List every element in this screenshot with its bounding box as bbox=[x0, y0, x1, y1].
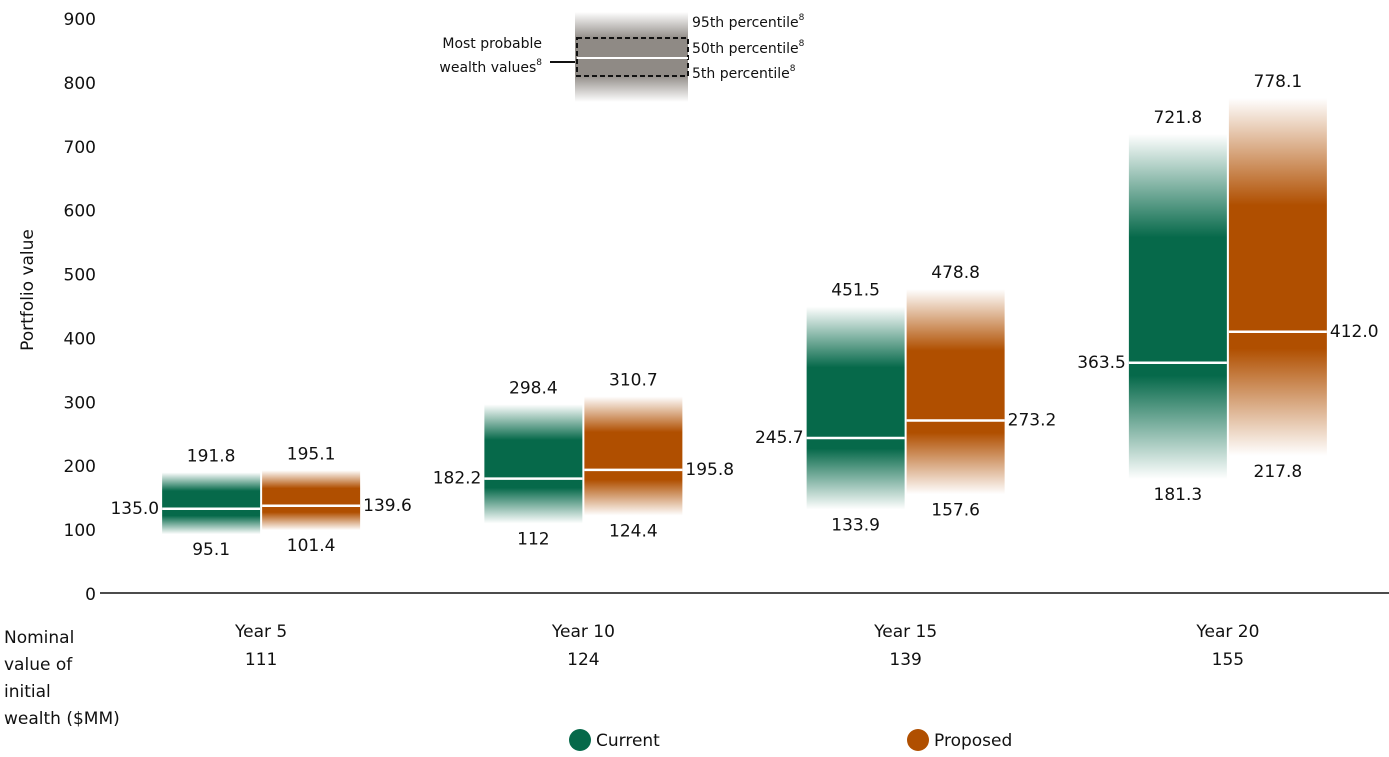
x-tick-sublabel: 124 bbox=[567, 650, 599, 670]
legend-swatch bbox=[907, 729, 929, 751]
percentile-range bbox=[1128, 133, 1227, 480]
high-label: 191.8 bbox=[187, 446, 236, 466]
footnote: 8 bbox=[799, 39, 805, 49]
percentile-range bbox=[484, 404, 583, 524]
x-row-label: Nominal bbox=[4, 628, 74, 648]
key-high-label: 95th percentile8 bbox=[692, 13, 805, 32]
key-low-label: 5th percentile8 bbox=[692, 64, 796, 83]
percentile-range bbox=[262, 470, 361, 531]
median-label: 363.5 bbox=[1077, 353, 1126, 373]
high-label: 778.1 bbox=[1254, 72, 1303, 92]
y-tick-label: 500 bbox=[64, 266, 96, 286]
footnote: 8 bbox=[790, 64, 796, 74]
median-label: 135.0 bbox=[110, 499, 159, 519]
median-label: 273.2 bbox=[1008, 410, 1057, 430]
percentile-range bbox=[1228, 97, 1327, 456]
median-label: 195.8 bbox=[685, 460, 734, 480]
y-tick-label: 100 bbox=[64, 521, 96, 541]
percentile-range bbox=[584, 396, 683, 516]
x-row-label: value of bbox=[4, 655, 73, 675]
key-range-label: Most probable bbox=[442, 36, 542, 52]
x-tick-label: Year 20 bbox=[1195, 622, 1259, 642]
key-text: wealth values bbox=[439, 60, 536, 76]
median-label: 412.0 bbox=[1330, 322, 1379, 342]
key-text: 95th percentile bbox=[692, 15, 799, 31]
low-label: 133.9 bbox=[831, 515, 880, 535]
percentile-range bbox=[906, 289, 1005, 495]
low-label: 181.3 bbox=[1154, 485, 1203, 505]
low-label: 95.1 bbox=[192, 540, 230, 560]
x-tick-label: Year 10 bbox=[551, 622, 615, 642]
low-label: 217.8 bbox=[1254, 462, 1303, 482]
x-tick-sublabel: 111 bbox=[245, 650, 277, 670]
y-tick-label: 300 bbox=[64, 393, 96, 413]
median-label: 139.6 bbox=[363, 496, 412, 516]
key-mid-label: 50th percentile8 bbox=[692, 39, 805, 58]
key-text: 50th percentile bbox=[692, 41, 799, 57]
footnote: 8 bbox=[799, 13, 805, 23]
low-label: 101.4 bbox=[287, 536, 336, 556]
y-tick-label: 200 bbox=[64, 457, 96, 477]
legend-label: Proposed bbox=[934, 731, 1012, 751]
high-label: 298.4 bbox=[509, 378, 558, 398]
percentile-range bbox=[806, 306, 905, 510]
y-tick-label: 700 bbox=[64, 138, 96, 158]
y-tick-label: 400 bbox=[64, 329, 96, 349]
y-tick-label: 900 bbox=[64, 10, 96, 30]
low-label: 157.6 bbox=[931, 500, 980, 520]
y-tick-label: 0 bbox=[85, 585, 96, 605]
high-label: 451.5 bbox=[831, 281, 880, 301]
low-label: 124.4 bbox=[609, 522, 658, 542]
x-tick-label: Year 15 bbox=[873, 622, 937, 642]
high-label: 310.7 bbox=[609, 370, 658, 390]
legend-label: Current bbox=[596, 731, 660, 751]
x-tick-label: Year 5 bbox=[234, 622, 287, 642]
high-label: 721.8 bbox=[1154, 108, 1203, 128]
x-tick-sublabel: 139 bbox=[889, 650, 921, 670]
high-label: 195.1 bbox=[287, 444, 336, 464]
y-tick-label: 800 bbox=[64, 74, 96, 94]
x-row-label: wealth ($MM) bbox=[4, 709, 120, 729]
legend-swatch bbox=[569, 729, 591, 751]
median-label: 182.2 bbox=[433, 469, 482, 489]
footnote: 8 bbox=[536, 58, 542, 68]
median-label: 245.7 bbox=[755, 428, 804, 448]
percentile-range bbox=[162, 472, 261, 535]
low-label: 112 bbox=[517, 529, 549, 549]
high-label: 478.8 bbox=[931, 263, 980, 283]
key-range-label: wealth values8 bbox=[439, 58, 542, 77]
x-tick-sublabel: 155 bbox=[1212, 650, 1244, 670]
y-axis-label: Portfolio value bbox=[18, 229, 38, 351]
key-text: 5th percentile bbox=[692, 66, 790, 82]
y-tick-label: 600 bbox=[64, 202, 96, 222]
x-row-label: initial bbox=[4, 682, 51, 702]
